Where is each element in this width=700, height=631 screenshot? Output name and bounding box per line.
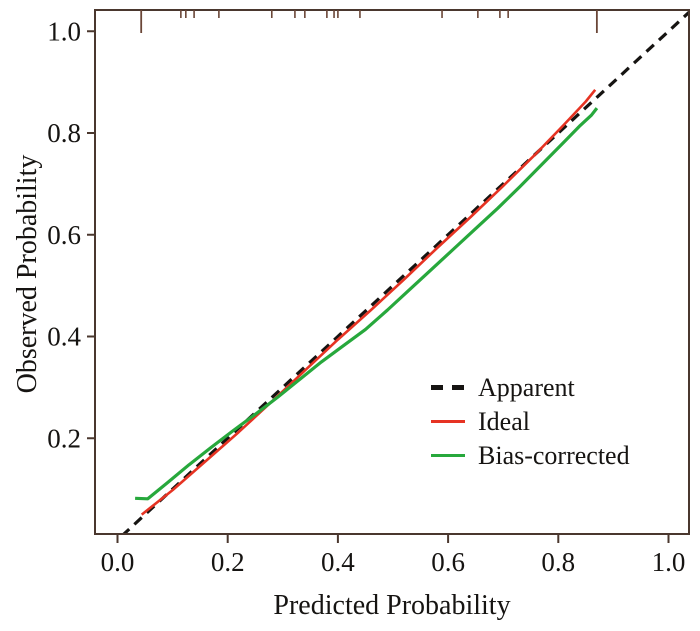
legend-label-ideal: Ideal bbox=[478, 407, 530, 436]
x-tick-label: 0.8 bbox=[541, 547, 575, 577]
plot-frame bbox=[94, 9, 690, 535]
legend-row-apparent: Apparent bbox=[431, 374, 630, 401]
x-tick-label: 0.4 bbox=[321, 547, 355, 577]
legend-row-ideal: Ideal bbox=[431, 408, 630, 435]
legend-label-bias-corrected: Bias-corrected bbox=[478, 441, 630, 470]
x-tick-label: 0.0 bbox=[101, 547, 135, 577]
x-axis-title: Predicted Probability bbox=[273, 590, 511, 621]
y-tick-label: 1.0 bbox=[47, 16, 81, 46]
y-tick-label: 0.2 bbox=[47, 423, 81, 453]
x-tick-label: 0.6 bbox=[431, 547, 465, 577]
legend-green-line-sample bbox=[431, 454, 465, 457]
y-axis-title: Observed Probability bbox=[12, 154, 43, 394]
legend-dashed-line-sample bbox=[431, 385, 465, 390]
series-line-ideal bbox=[140, 88, 597, 516]
legend-row-bias-corrected: Bias-corrected bbox=[431, 442, 630, 469]
legend-label-apparent: Apparent bbox=[478, 373, 575, 402]
y-tick-label: 0.4 bbox=[47, 322, 81, 352]
x-tick-label: 1.0 bbox=[652, 547, 686, 577]
x-tick-label: 0.2 bbox=[211, 547, 245, 577]
series-line-bias-corrected bbox=[135, 107, 599, 501]
y-tick-label: 0.6 bbox=[47, 220, 81, 250]
y-tick-label: 0.8 bbox=[47, 118, 81, 148]
chart-legend: Apparent Ideal Bias-corrected bbox=[431, 374, 630, 469]
legend-red-line-sample bbox=[431, 420, 465, 423]
